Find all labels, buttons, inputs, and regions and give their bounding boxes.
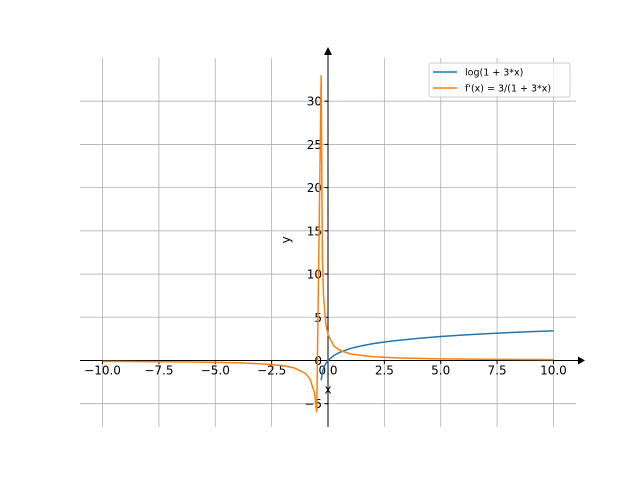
y-tick-label: 10 [307, 268, 322, 282]
x-tick-label: 10.0 [540, 363, 567, 377]
series-line [102, 75, 554, 413]
x-tick-label: −10.0 [84, 363, 121, 377]
y-tick-label: 30 [307, 95, 322, 109]
x-tick-label: −2.5 [257, 363, 286, 377]
legend-box [428, 62, 571, 98]
x-tick-label: 2.5 [375, 363, 394, 377]
y-tick-label: −5 [304, 397, 322, 411]
x-tick-label: −5.0 [201, 363, 230, 377]
y-tick-label: 20 [307, 181, 322, 195]
y-axis-arrow [324, 47, 332, 55]
x-tick-label: 0.0 [318, 363, 337, 377]
y-tick-label: 15 [307, 224, 322, 238]
x-axis-arrow [578, 356, 585, 365]
legend-label: f'(x) = 3/(1 + 3*x) [465, 84, 551, 95]
x-tick-label: 5.0 [431, 363, 450, 377]
series-line [320, 330, 554, 381]
x-axis-label: x [324, 382, 331, 396]
y-tick-label: 0 [314, 354, 322, 368]
x-tick-label: −7.5 [144, 363, 173, 377]
y-tick-label: 25 [307, 138, 322, 152]
x-tick-label: 7.5 [488, 363, 507, 377]
legend-label: log(1 + 3*x) [465, 68, 523, 79]
y-axis-label: y [279, 236, 293, 243]
